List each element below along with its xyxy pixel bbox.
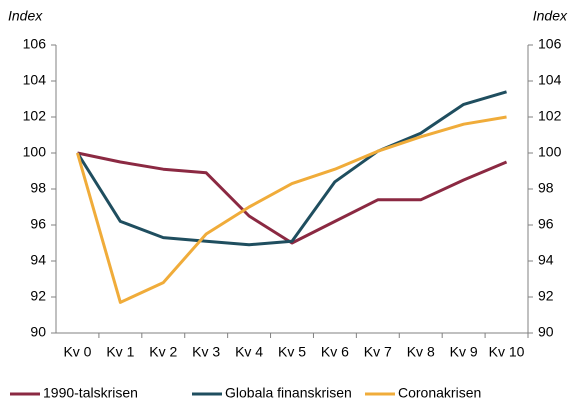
x-tick-label: Kv 3 [192, 344, 220, 360]
y2-tick-label: 106 [538, 36, 562, 52]
legend-label: Globala finanskrisen [225, 385, 352, 401]
legend-label: Coronakrisen [398, 385, 481, 401]
y-tick-label: 98 [30, 180, 46, 196]
y2-tick-label: 98 [538, 180, 554, 196]
y-tick-label: 94 [30, 252, 46, 268]
legend-label: 1990-talskrisen [43, 385, 138, 401]
x-tick-label: Kv 10 [489, 344, 525, 360]
y2-tick-label: 100 [538, 144, 562, 160]
y-tick-label: 96 [30, 216, 46, 232]
x-tick-label: Kv 8 [407, 344, 435, 360]
x-tick-label: Kv 9 [450, 344, 478, 360]
series-line [77, 151, 508, 245]
y2-axis-label: Index [533, 8, 568, 24]
y-tick-label: 102 [23, 108, 47, 124]
y2-tick-label: 94 [538, 252, 554, 268]
y-tick-label: 106 [23, 36, 47, 52]
y-tick-label: 100 [23, 144, 47, 160]
x-tick-label: Kv 4 [235, 344, 263, 360]
y-axis-label: Index [8, 8, 43, 24]
y-tick-label: 90 [30, 324, 46, 340]
y2-tick-label: 92 [538, 288, 554, 304]
x-tick-label: Kv 7 [364, 344, 392, 360]
y2-tick-label: 96 [538, 216, 554, 232]
series-line [76, 90, 507, 247]
y-tick-label: 92 [30, 288, 46, 304]
y2-tick-label: 104 [538, 72, 562, 88]
x-tick-label: Kv 0 [63, 344, 91, 360]
x-tick-label: Kv 6 [321, 344, 349, 360]
x-tick-label: Kv 2 [149, 344, 177, 360]
y2-tick-label: 90 [538, 324, 554, 340]
y-tick-label: 104 [23, 72, 47, 88]
x-tick-label: Kv 1 [106, 344, 134, 360]
x-tick-label: Kv 5 [278, 344, 306, 360]
series-line [76, 115, 507, 304]
y2-tick-label: 102 [538, 108, 562, 124]
